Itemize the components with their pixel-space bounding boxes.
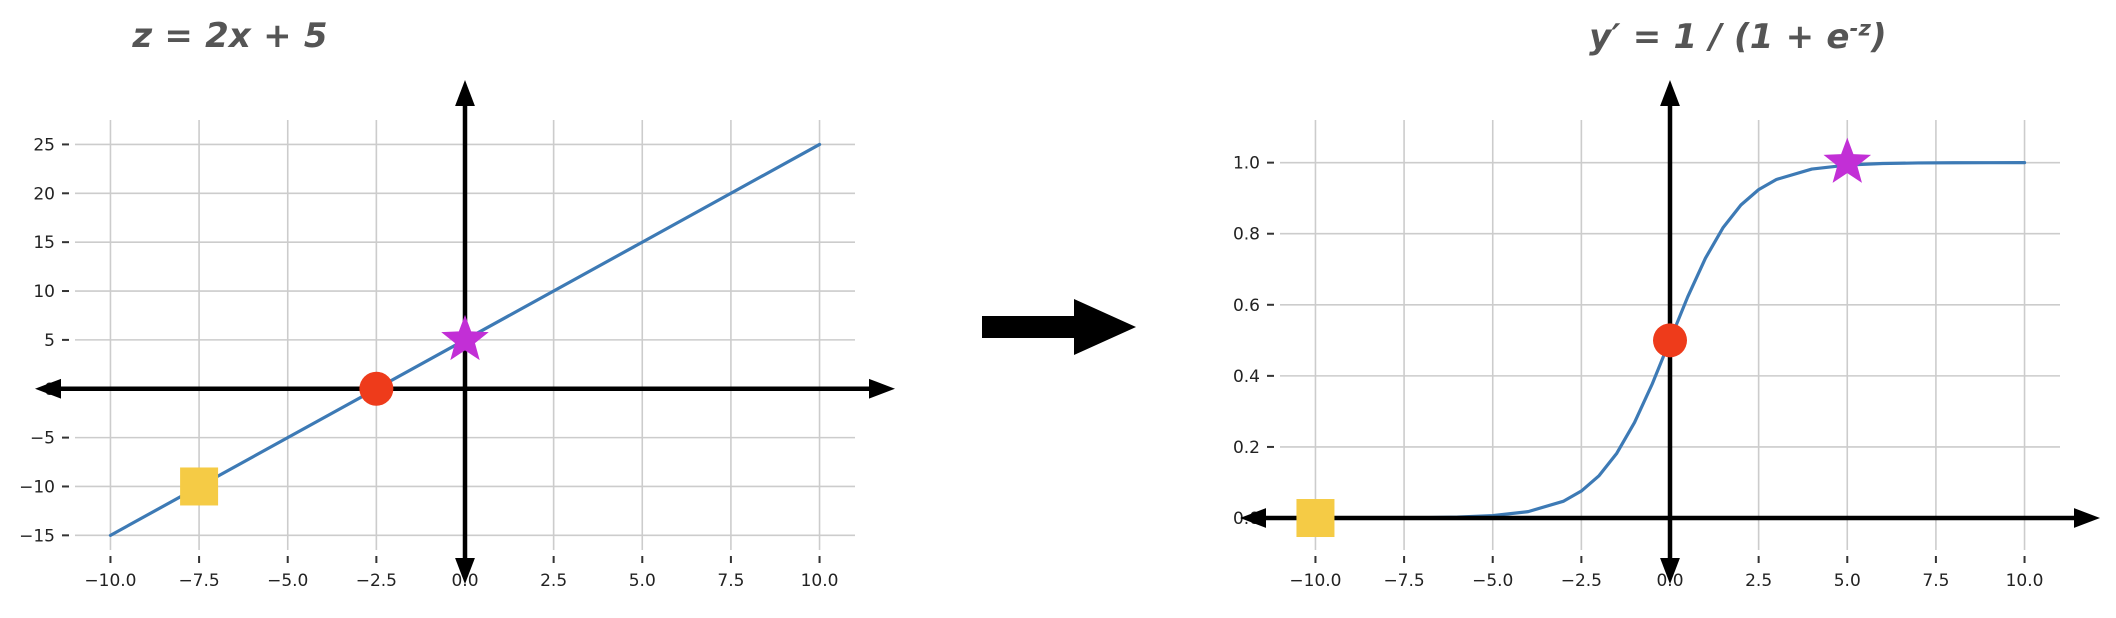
linear-plot-panel: z = 2x + 5 −10.0−7.5−5.0−2.50.02.55.07.5… [0,0,960,618]
sigmoid-title-superscript: -z [1849,16,1872,41]
square-marker[interactable] [180,467,219,506]
x-tick-label: −2.5 [356,571,397,591]
y-axis-arrow-down [455,558,475,584]
star-marker[interactable] [1823,137,1872,183]
x-axis-arrow-left [35,378,61,399]
x-axis-arrow-right [869,378,895,399]
y-tick-label: 1.0 [1233,154,1260,174]
linear-plot-title: z = 2x + 5 [132,16,328,56]
y-axis-arrow-down [1660,558,1680,584]
sigmoid-plot-panel: y′ = 1 / (1 + e-z) −10.0−7.5−5.0−2.50.02… [1160,0,2116,618]
y-tick-label: −10 [19,477,55,497]
arrow-head [1074,299,1136,355]
arrow-shaft [982,316,1074,338]
y-tick-label: 5 [44,331,55,351]
y-tick-label: 0.2 [1233,438,1260,458]
y-axis-arrow-up [1660,80,1680,106]
y-tick-label: 25 [33,135,55,155]
sigmoid-plot-svg: −10.0−7.5−5.0−2.50.02.55.07.510.01.00.80… [1233,80,2100,591]
sigmoid-title-text: y′ = 1 / (1 + e-z) [1589,16,1887,58]
x-tick-label: 10.0 [2006,571,2044,591]
x-tick-label: 2.5 [540,571,567,591]
x-tick-label: −5.0 [267,571,308,591]
x-tick-label: −10.0 [1289,571,1341,591]
x-tick-label: −10.0 [84,571,136,591]
tick-labels: −10.0−7.5−5.0−2.50.02.55.07.510.02520151… [19,135,838,591]
y-tick-label: 0.8 [1233,225,1260,245]
y-axis-arrow-up [455,80,475,106]
x-tick-label: −7.5 [178,571,219,591]
x-tick-label: −5.0 [1472,571,1513,591]
circle-marker[interactable] [1653,323,1687,358]
y-tick-label: 10 [33,282,55,302]
y-tick-label: −15 [19,526,55,546]
square-marker[interactable] [1296,499,1335,538]
y-tick-label: 0.6 [1233,296,1260,316]
y-tick-label: −5 [30,429,55,449]
linear-plot-svg: −10.0−7.5−5.0−2.50.02.55.07.510.02520151… [19,80,895,591]
x-axis-arrow-right [2074,508,2100,528]
y-tick-label: 0.4 [1233,367,1260,387]
x-tick-label: 2.5 [1745,571,1772,591]
circle-marker[interactable] [359,371,394,406]
x-tick-label: −2.5 [1561,571,1602,591]
sigmoid-plot-title: y′ = 1 / (1 + e-z) [1260,16,2116,57]
x-axis-arrow-left [1240,508,1266,528]
x-tick-label: 5.0 [1834,571,1861,591]
transform-arrow-icon [982,299,1136,355]
x-tick-label: −7.5 [1383,571,1424,591]
tick-labels: −10.0−7.5−5.0−2.50.02.55.07.510.01.00.80… [1233,154,2044,591]
x-tick-label: 5.0 [629,571,656,591]
x-tick-label: 7.5 [1922,571,1949,591]
star-marker[interactable] [441,314,489,361]
y-tick-label: 20 [33,184,55,204]
y-tick-label: 15 [33,233,55,253]
arrow-panel [960,0,1160,618]
x-tick-label: 7.5 [717,571,744,591]
x-tick-label: 10.0 [801,571,839,591]
